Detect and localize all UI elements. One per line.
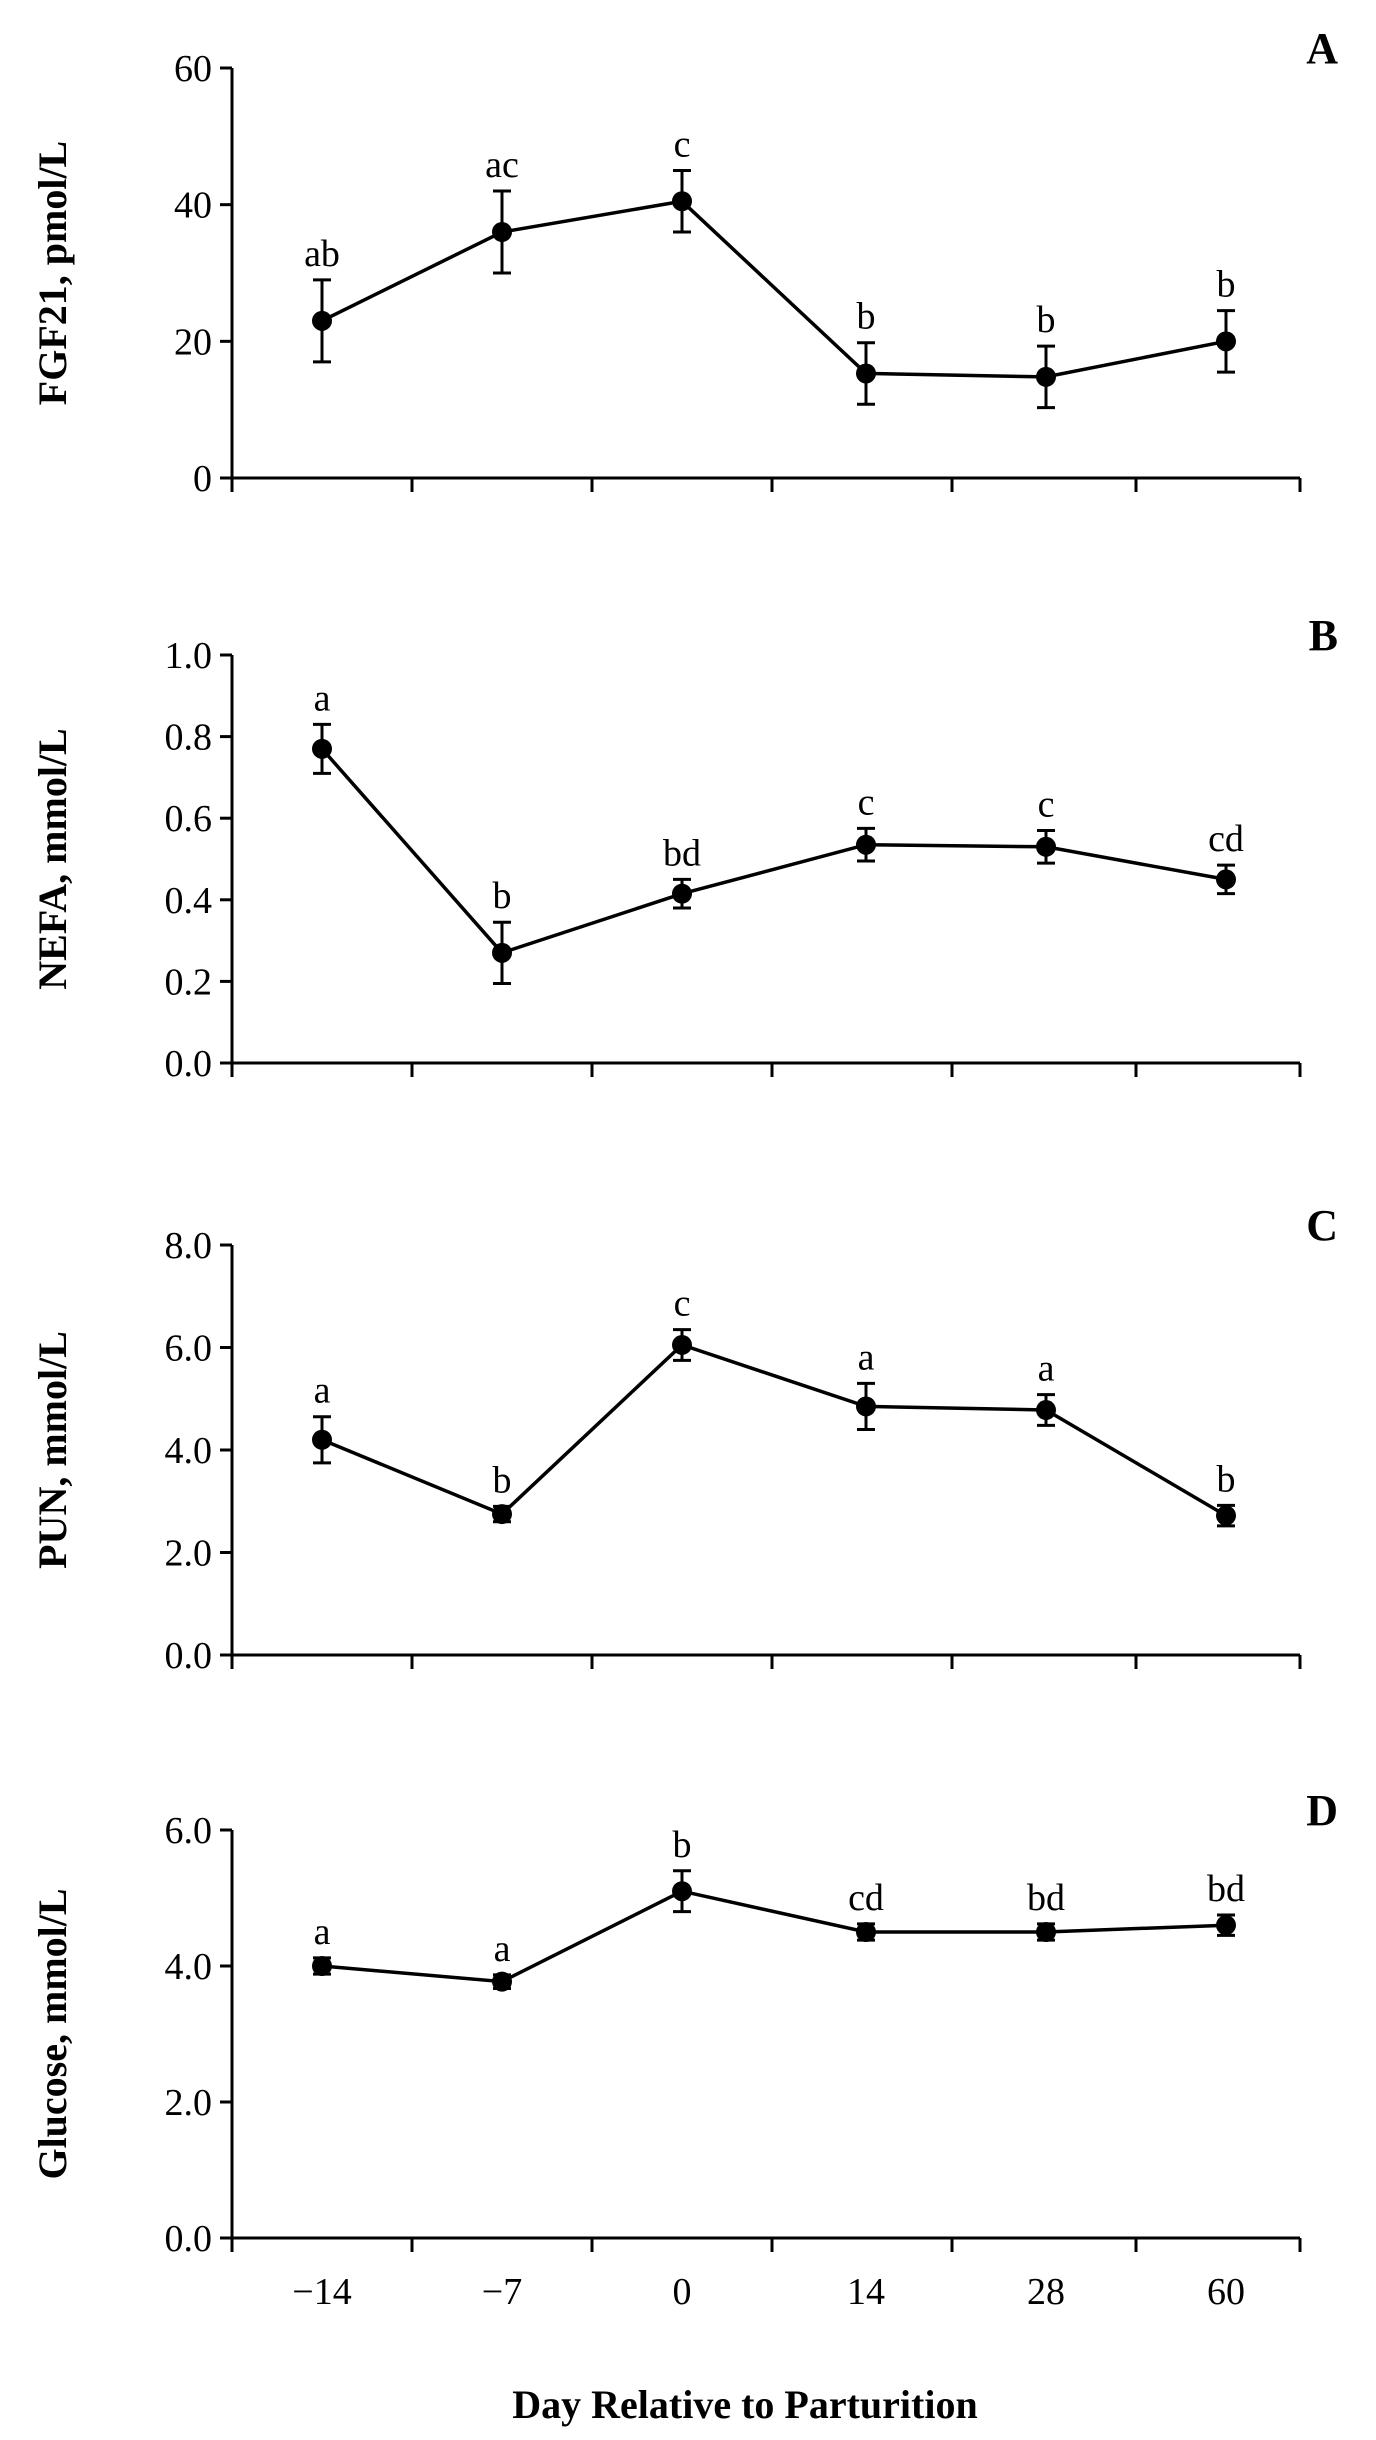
y-tick-label: 0.0: [165, 1635, 213, 1677]
data-point: [1216, 1915, 1236, 1936]
significance-label: ac: [485, 144, 519, 186]
chart-panel-a: 0 20 40 60 FGF21, pmol/L Aab ac c b b b: [30, 24, 1338, 500]
y-tick-label: 0.0: [165, 1043, 213, 1085]
significance-label: b: [1037, 299, 1056, 341]
significance-label: b: [493, 1459, 512, 1501]
chart-panel-d: 0.0 2.0 4.0 6.0 Glucose, mmol/L Da a b cd bd bd −14…: [30, 1786, 1338, 2313]
x-tick-label: 60: [1207, 2271, 1245, 2313]
data-point: [856, 834, 876, 855]
y-tick-label: 20: [174, 321, 212, 363]
x-axis-title: Day Relative to Parturition: [512, 2382, 977, 2427]
data-point: [672, 191, 692, 212]
y-tick-label: 0.2: [165, 961, 213, 1003]
series-line: [321, 199, 1227, 379]
y-tick-label: 2.0: [165, 2082, 213, 2124]
data-point: [312, 1956, 332, 1976]
significance-label: b: [1217, 1458, 1236, 1500]
data-point: [672, 1334, 692, 1355]
data-point: [492, 942, 512, 963]
data-point: [492, 222, 512, 242]
panel-letter: D: [1306, 1786, 1338, 1835]
significance-label: b: [493, 875, 512, 917]
series-line: [321, 1889, 1227, 1984]
significance-label: bd: [1207, 1868, 1245, 1910]
significance-label: ab: [304, 233, 340, 275]
chart-panel-b: 0.0 0.2 0.4 0.6 0.8 1.0 NEFA, mmol/L Ba b bd c c cd: [30, 611, 1338, 1085]
x-tick-label: −7: [482, 2271, 522, 2313]
y-tick-label: 2.0: [165, 1533, 213, 1575]
panel-letter: C: [1306, 1201, 1338, 1250]
data-point: [1216, 1505, 1236, 1526]
panel-letter: B: [1309, 611, 1338, 660]
data-point: [856, 1922, 876, 1942]
x-tick-label: −14: [292, 2271, 351, 2313]
significance-label: a: [494, 1928, 511, 1970]
significance-label: c: [674, 1283, 691, 1325]
chart-panel-c: 0.0 2.0 4.0 6.0 8.0 PUN, mmol/L Ca b c a a b: [30, 1201, 1338, 1677]
y-tick-label: 60: [174, 48, 212, 90]
significance-label: cd: [1208, 818, 1244, 860]
significance-label: bd: [1027, 1877, 1065, 1919]
data-point: [312, 310, 332, 331]
significance-label: c: [1038, 783, 1055, 825]
y-tick-label: 6.0: [165, 1328, 213, 1370]
y-axis-title: PUN, mmol/L: [30, 1331, 75, 1569]
y-tick-label: 0.0: [165, 2218, 213, 2260]
y-tick-label: 4.0: [165, 1946, 213, 1988]
data-point: [672, 883, 692, 904]
data-point: [312, 1429, 332, 1450]
significance-label: c: [858, 781, 875, 823]
y-tick-label: 0.6: [165, 798, 213, 840]
panel-letter: A: [1306, 24, 1338, 73]
y-tick-label: 0.8: [165, 717, 213, 759]
y-tick-label: 8.0: [165, 1225, 213, 1267]
y-tick-label: 4.0: [165, 1430, 213, 1472]
y-tick-label: 1.0: [165, 635, 213, 677]
significance-label: a: [314, 1911, 331, 1953]
significance-label: c: [674, 124, 691, 166]
significance-label: a: [1038, 1348, 1055, 1390]
data-point: [492, 1504, 512, 1525]
data-point: [1036, 366, 1056, 387]
y-axis-title: Glucose, mmol/L: [30, 1888, 75, 2179]
significance-label: b: [673, 1824, 692, 1866]
data-point: [1036, 1922, 1056, 1942]
significance-label: a: [314, 677, 331, 719]
significance-label: a: [314, 1370, 331, 1412]
y-tick-label: 0: [193, 458, 212, 500]
data-point: [1036, 1400, 1056, 1421]
y-axis-title: NEFA, mmol/L: [30, 728, 75, 989]
x-tick-label: 0: [673, 2271, 692, 2313]
x-tick-label: 28: [1027, 2271, 1065, 2313]
significance-label: b: [857, 296, 876, 338]
y-tick-label: 40: [174, 185, 212, 227]
x-tick-label: 14: [847, 2271, 885, 2313]
series-line: [321, 1342, 1227, 1518]
series-line: [320, 747, 1227, 955]
data-point: [492, 1971, 512, 1992]
significance-label: b: [1217, 264, 1236, 306]
data-point: [1216, 331, 1236, 352]
y-tick-label: 6.0: [165, 1810, 213, 1852]
data-point: [672, 1881, 692, 1902]
data-point: [312, 738, 332, 759]
y-axis-title: FGF21, pmol/L: [30, 141, 75, 405]
significance-label: bd: [663, 832, 701, 874]
data-point: [856, 1396, 876, 1417]
data-point: [856, 363, 876, 384]
y-tick-label: 0.4: [165, 880, 213, 922]
significance-label: a: [858, 1336, 875, 1378]
significance-label: cd: [848, 1877, 884, 1919]
data-point: [1036, 836, 1056, 857]
data-point: [1216, 869, 1236, 890]
